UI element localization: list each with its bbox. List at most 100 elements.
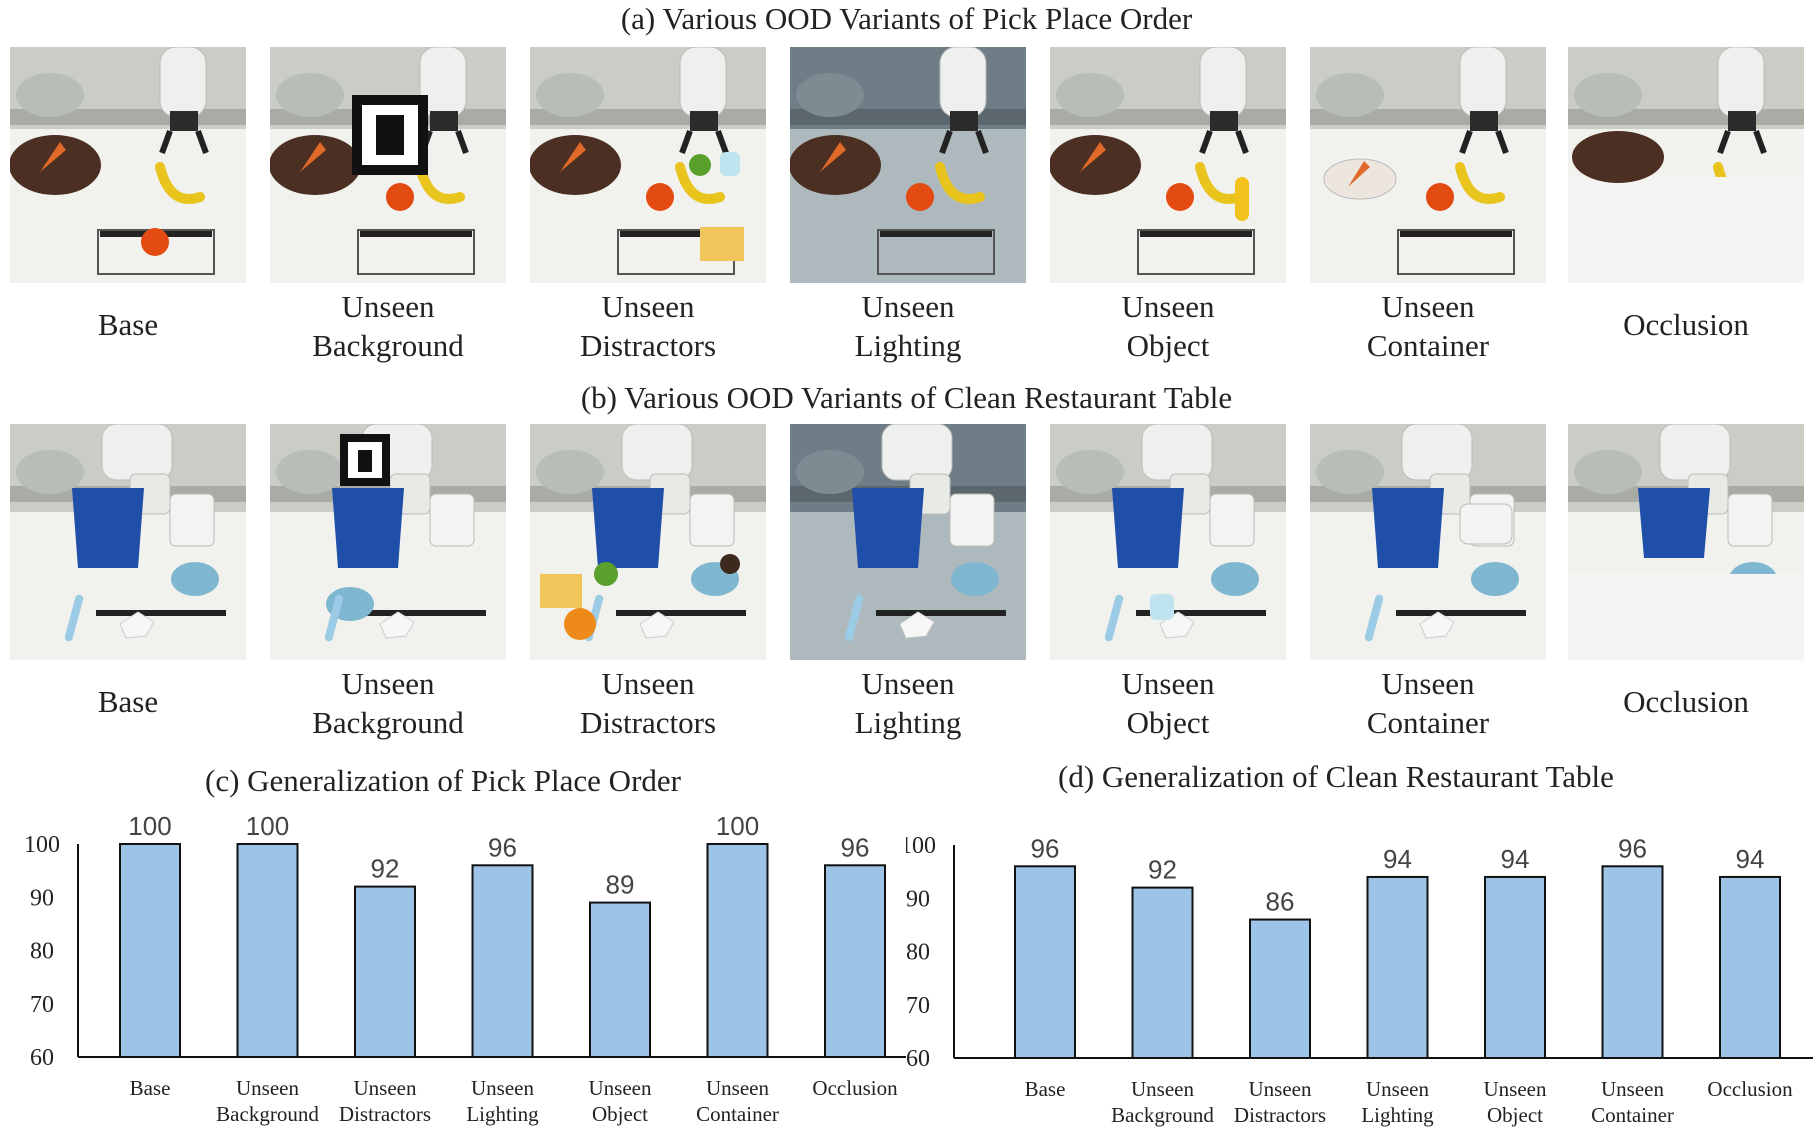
scene-photo — [1568, 424, 1804, 660]
scene-photo — [10, 424, 246, 660]
variant-caption: Unseen Background — [240, 664, 536, 742]
caption-line: Unseen — [861, 289, 955, 324]
scene-photo — [270, 424, 506, 660]
chart-d-x-tick-label: Base — [1025, 1077, 1066, 1101]
chart-d-x-tick-label: Distractors — [1234, 1103, 1326, 1127]
chart-d-x-tick-label: Occlusion — [1707, 1077, 1793, 1101]
chart-d-title: (d) Generalization of Clean Restaurant T… — [1058, 759, 1614, 794]
scene-photo — [10, 47, 246, 283]
chart-d-y-tick-label: 100 — [906, 833, 936, 859]
variant-caption: Unseen Container — [1280, 664, 1576, 742]
chart-c-bar — [354, 885, 416, 1058]
chart-d-bar — [1366, 875, 1429, 1059]
chart-c-x-tick-label: Unseen — [706, 1076, 769, 1100]
caption-line: Unseen — [1381, 666, 1475, 701]
chart-c-bar — [589, 901, 651, 1058]
chart-c: (c) Generalization of Pick Place Order 6… — [0, 760, 906, 1132]
pick-place-unseen-background-image — [270, 47, 506, 283]
chart-c-x-tick-label: Container — [696, 1102, 779, 1126]
chart-d-bar — [1484, 875, 1546, 1059]
chart-d-y-tick-label: 70 — [906, 993, 930, 1019]
variant-caption: Unseen Lighting — [760, 664, 1056, 742]
chart-c-bar — [119, 843, 181, 1058]
chart-d-bar — [1249, 918, 1311, 1059]
scene-photo — [1050, 47, 1286, 283]
clean-table-unseen-container-image — [1310, 424, 1546, 660]
chart-d-bar — [1719, 875, 1781, 1059]
caption-line: Lighting — [854, 705, 962, 740]
caption-line: Unseen — [601, 666, 695, 701]
caption-line: Unseen — [1381, 289, 1475, 324]
pick-place-unseen-distractors-image — [530, 47, 766, 283]
clean-table-unseen-distractors-image — [530, 424, 766, 660]
scene-photo — [1310, 424, 1546, 660]
chart-c-data-label: 89 — [606, 870, 635, 900]
chart-c-data-label: 100 — [716, 811, 759, 841]
caption-line: Object — [1126, 328, 1210, 363]
variant-caption: Base — [0, 305, 276, 344]
caption-line: Distractors — [579, 705, 717, 740]
panel-a-title: (a) Various OOD Variants of Pick Place O… — [620, 1, 1193, 36]
chart-c-x-tick-label: Distractors — [339, 1102, 431, 1126]
variant-caption: Unseen Container — [1280, 287, 1576, 365]
caption-line: Occlusion — [1623, 307, 1749, 342]
variant-caption: Unseen Object — [1020, 664, 1316, 742]
clean-table-base-image — [10, 424, 246, 660]
panel-b-title: (b) Various OOD Variants of Clean Restau… — [580, 380, 1233, 415]
chart-d-x-tick-label: Object — [1487, 1103, 1543, 1127]
panel-b-photo-row: Base Unseen Background Unseen Distractors Uns… — [0, 424, 1813, 744]
scene-photo — [270, 47, 506, 283]
chart-d-data-label: 94 — [1383, 844, 1412, 874]
chart-c-y-tick-label: 80 — [30, 939, 54, 965]
scene-photo — [530, 47, 766, 283]
chart-d-y-tick-label: 80 — [906, 940, 930, 966]
caption-line: Container — [1366, 328, 1490, 363]
scene-photo — [1050, 424, 1286, 660]
chart-d-data-label: 92 — [1148, 855, 1177, 885]
variant-caption: Occlusion — [1538, 305, 1813, 344]
chart-c-data-label: 100 — [128, 811, 171, 841]
caption-line: Unseen — [601, 289, 695, 324]
chart-d-x-tick-label: Unseen — [1366, 1077, 1429, 1101]
panel-a-photo-row: Base Unseen Background Unseen Distractors Uns… — [0, 47, 1813, 367]
scene-photo — [1568, 47, 1804, 283]
variant-caption: Unseen Background — [240, 287, 536, 365]
chart-d-data-label: 94 — [1501, 844, 1530, 874]
variant-caption: Unseen Distractors — [500, 287, 796, 365]
pick-place-unseen-lighting-image — [790, 47, 1026, 283]
chart-d-data-label: 96 — [1618, 833, 1647, 863]
chart-d-bar — [1131, 886, 1194, 1059]
caption-line: Unseen — [1121, 666, 1215, 701]
variant-caption: Unseen Lighting — [760, 287, 1056, 365]
chart-c-x-tick-label: Unseen — [236, 1076, 299, 1100]
variant-caption: Occlusion — [1538, 682, 1813, 721]
chart-c-x-tick-label: Unseen — [589, 1076, 652, 1100]
chart-c-data-label: 96 — [488, 832, 517, 862]
chart-c-x-tick-label: Unseen — [471, 1076, 534, 1100]
chart-d-y-tick-label: 60 — [906, 1046, 930, 1072]
chart-c-x-tick-label: Base — [130, 1076, 171, 1100]
chart-d-x-tick-label: Background — [1111, 1103, 1214, 1127]
chart-c-y-tick-label: 70 — [30, 992, 54, 1018]
chart-c-y-tick-label: 60 — [30, 1045, 54, 1071]
chart-d-bar — [1014, 865, 1076, 1059]
variant-caption: Unseen Object — [1020, 287, 1316, 365]
chart-d: (d) Generalization of Clean Restaurant T… — [906, 760, 1813, 1132]
caption-line: Base — [97, 684, 159, 719]
chart-c-bar — [824, 864, 886, 1058]
chart-c-x-tick-label: Lighting — [466, 1102, 539, 1126]
chart-c-title: (c) Generalization of Pick Place Order — [205, 763, 681, 798]
scene-photo — [790, 47, 1026, 283]
chart-d-x-tick-label: Lighting — [1361, 1103, 1434, 1127]
clean-table-unseen-object-image — [1050, 424, 1286, 660]
chart-c-x-tick-label: Occlusion — [812, 1076, 898, 1100]
pick-place-occlusion-image — [1568, 47, 1804, 283]
pick-place-unseen-object-image — [1050, 47, 1286, 283]
caption-line: Unseen — [861, 666, 955, 701]
caption-line: Occlusion — [1623, 684, 1749, 719]
chart-c-x-tick-label: Background — [216, 1102, 319, 1126]
chart-c-y-tick-label: 90 — [30, 885, 54, 911]
chart-c-bar — [471, 864, 534, 1058]
chart-c-bar — [706, 843, 769, 1058]
chart-d-bar — [1601, 865, 1664, 1059]
